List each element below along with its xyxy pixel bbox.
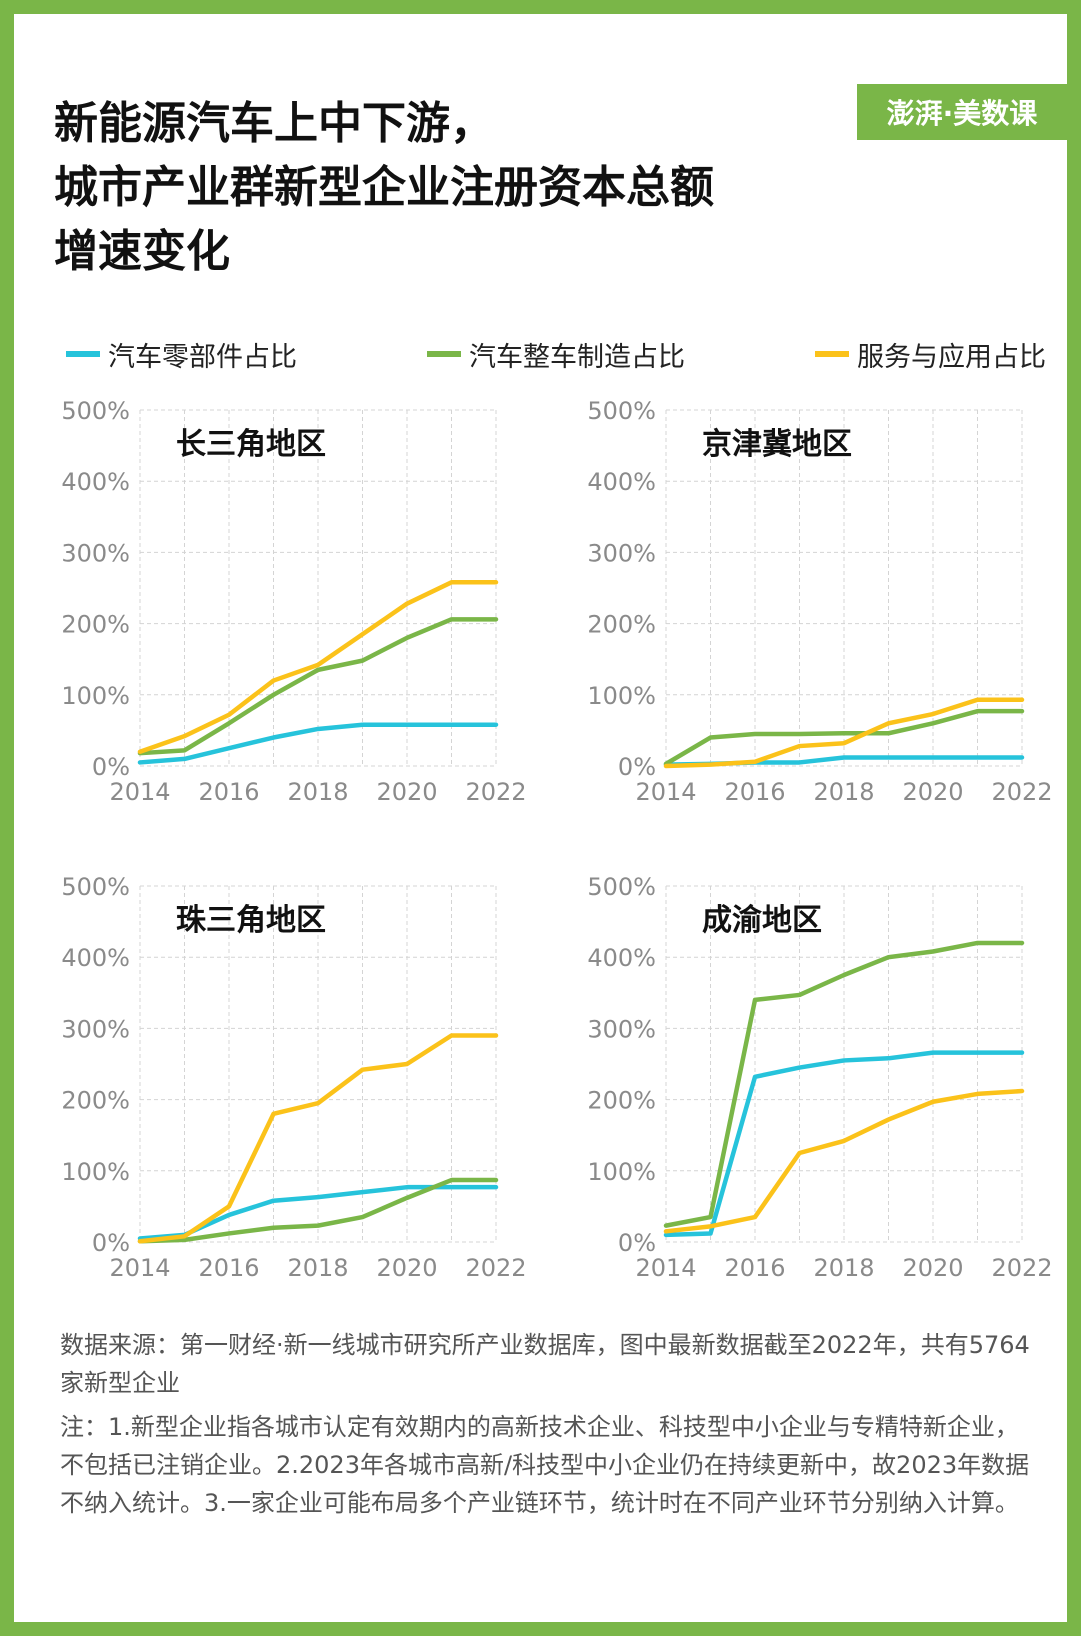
series-line-service: [137, 1033, 499, 1244]
y-tick-label: 200%: [61, 1087, 130, 1115]
x-tick-label: 2020: [902, 778, 963, 806]
x-tick-label: 2016: [198, 1254, 259, 1282]
legend: 汽车零部件占比 汽车整车制造占比 服务与应用占比: [66, 332, 1046, 376]
y-tick-label: 400%: [61, 468, 130, 496]
x-tick-label: 2014: [635, 778, 696, 806]
panel-title: 珠三角地区: [176, 903, 326, 938]
x-tick-label: 2014: [635, 1254, 696, 1282]
x-tick-label: 2016: [198, 778, 259, 806]
y-tick-label: 100%: [587, 1158, 656, 1186]
legend-label-service: 服务与应用占比: [857, 341, 1046, 373]
y-tick-label: 500%: [61, 397, 130, 425]
y-tick-label: 0%: [92, 753, 130, 781]
x-tick-label: 2016: [724, 1254, 785, 1282]
y-tick-label: 200%: [587, 611, 656, 639]
legend-label-parts: 汽车零部件占比: [108, 341, 297, 373]
x-tick-label: 2022: [465, 1254, 526, 1282]
x-tick-label: 2018: [813, 778, 874, 806]
legend-item-parts: 汽车零部件占比: [66, 335, 297, 374]
x-tick-label: 2014: [109, 1254, 170, 1282]
panel-title: 长三角地区: [176, 427, 326, 462]
panel-title: 成渝地区: [702, 903, 822, 938]
note-text: 注：1.新型企业指各城市认定有效期内的高新技术企业、科技型中小企业与专精特新企业…: [60, 1413, 1030, 1517]
legend-item-service: 服务与应用占比: [815, 335, 1046, 374]
x-tick-label: 2022: [991, 1254, 1052, 1282]
y-tick-label: 300%: [61, 1015, 130, 1043]
y-tick-label: 500%: [587, 873, 656, 901]
x-tick-label: 2018: [813, 1254, 874, 1282]
title-line-3: 增速变化: [54, 226, 230, 277]
chart-chengdu-chongqing: 0% 100% 200% 300% 400% 500% 2014 2016 2018 2020 20…: [587, 873, 1052, 1282]
title-line-2: 城市产业群新型企业注册资本总额: [54, 162, 714, 213]
y-tick-label: 500%: [587, 397, 656, 425]
series-line-vehicle: [663, 708, 1025, 767]
series-line-vehicle: [137, 1177, 499, 1244]
x-tick-label: 2016: [724, 778, 785, 806]
x-tick-label: 2018: [287, 778, 348, 806]
y-tick-label: 300%: [587, 539, 656, 567]
series-line-service: [663, 697, 1025, 769]
title-line-1: 新能源汽车上中下游，: [54, 98, 494, 149]
x-tick-label: 2020: [376, 778, 437, 806]
chart-yangtze-delta: 0% 100% 200% 300% 400% 500% 2014 2016 2018 2020 20…: [61, 397, 526, 806]
y-tick-label: 0%: [92, 1229, 130, 1257]
y-tick-label: 500%: [61, 873, 130, 901]
panel-title: 京津冀地区: [702, 427, 852, 462]
legend-label-vehicle: 汽车整车制造占比: [469, 341, 685, 373]
y-tick-label: 100%: [61, 682, 130, 710]
y-tick-label: 0%: [618, 1229, 656, 1257]
y-tick-label: 400%: [587, 944, 656, 972]
x-tick-label: 2020: [902, 1254, 963, 1282]
y-tick-label: 300%: [61, 539, 130, 567]
legend-swatch-parts: [66, 351, 100, 357]
chart-pearl-river-delta: 0% 100% 200% 300% 400% 500% 2014 2016 2018 2020 20…: [61, 873, 526, 1282]
y-tick-label: 100%: [587, 682, 656, 710]
grid: [139, 885, 497, 1243]
series-line-parts: [137, 722, 499, 765]
grid: [139, 409, 497, 767]
legend-swatch-vehicle: [427, 351, 461, 357]
legend-swatch-service: [815, 351, 849, 357]
grid: [665, 409, 1023, 767]
poster-frame: 新能源汽车上中下游， 城市产业群新型企业注册资本总额 增速变化 澎湃·美数课 汽…: [14, 14, 1067, 1622]
x-tick-label: 2018: [287, 1254, 348, 1282]
legend-item-vehicle: 汽车整车制造占比: [427, 335, 685, 374]
y-tick-label: 400%: [61, 944, 130, 972]
source-text: 数据来源：第一财经·新一线城市研究所产业数据库，图中最新数据截至2022年，共有…: [60, 1331, 1030, 1397]
brand-logo: 澎湃·美数课: [857, 84, 1067, 140]
x-tick-label: 2020: [376, 1254, 437, 1282]
chart-beijing-tianjin-hebei: 0% 100% 200% 300% 400% 500% 2014 2016 2018 2020 20…: [587, 397, 1052, 806]
y-tick-label: 200%: [61, 611, 130, 639]
x-tick-label: 2022: [465, 778, 526, 806]
x-tick-label: 2022: [991, 778, 1052, 806]
y-tick-label: 0%: [618, 753, 656, 781]
y-tick-label: 400%: [587, 468, 656, 496]
y-tick-label: 100%: [61, 1158, 130, 1186]
series-line-parts: [663, 1050, 1025, 1238]
notes: 数据来源：第一财经·新一线城市研究所产业数据库，图中最新数据截至2022年，共有…: [60, 1326, 1035, 1528]
series-line-vehicle: [137, 617, 499, 756]
x-tick-label: 2014: [109, 778, 170, 806]
y-tick-label: 300%: [587, 1015, 656, 1043]
grid: [665, 885, 1023, 1243]
series-line-service: [137, 580, 499, 755]
series-line-service: [663, 1088, 1025, 1234]
y-tick-label: 200%: [587, 1087, 656, 1115]
page-title: 新能源汽车上中下游， 城市产业群新型企业注册资本总额 增速变化: [54, 92, 714, 284]
series-line-vehicle: [663, 940, 1025, 1228]
